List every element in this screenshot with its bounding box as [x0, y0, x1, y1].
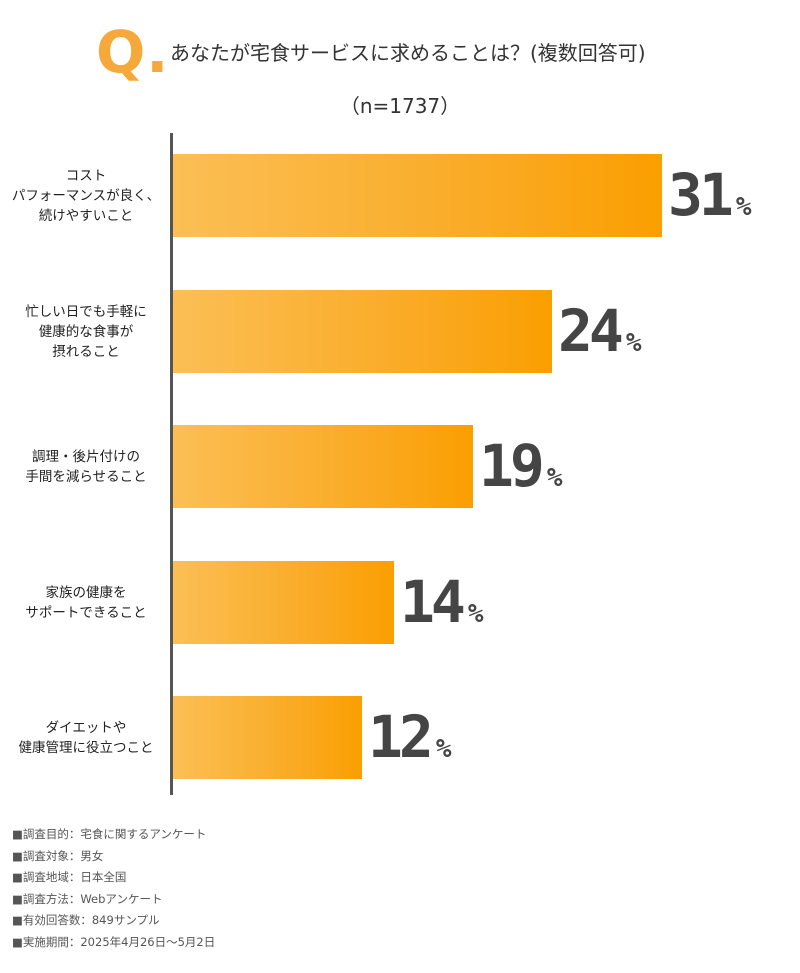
category-label: ダイエットや健康管理に役立つこと — [0, 718, 172, 758]
value-unit: % — [467, 599, 484, 629]
survey-note: ■調査地域：日本全国 — [12, 870, 127, 884]
bar — [173, 154, 662, 237]
category-label-line: 健康管理に役立つこと — [18, 739, 154, 756]
category-label-line: ダイエットや — [45, 719, 127, 736]
value-unit: % — [625, 328, 642, 358]
value-unit: % — [435, 734, 452, 764]
y-axis-line — [170, 133, 173, 795]
survey-note: ■実施期間：2025年4月26日〜5月2日 — [12, 934, 216, 949]
value-label: 12% — [368, 696, 452, 779]
bar — [173, 561, 394, 644]
question-marker: Q. — [96, 18, 170, 86]
value-number: 14 — [400, 568, 466, 636]
bar — [173, 290, 552, 373]
bar — [173, 425, 473, 508]
survey-notes: ■調査目的：宅食に関するアンケート ■調査対象：男女 ■調査地域：日本全国 ■調査方法… — [12, 824, 215, 953]
survey-note: ■調査方法：Webアンケート — [12, 891, 163, 906]
category-label-line: 続けやすいこと — [38, 207, 134, 224]
category-label: 忙しい日でも手軽に 健康的な食事が 摂れること — [0, 302, 172, 362]
category-label-line: 調理・後片付けの — [32, 448, 140, 465]
value-unit: % — [546, 463, 563, 493]
category-label: 調理・後片付けの 手間を減らせること — [0, 447, 172, 487]
value-number: 24 — [558, 297, 624, 365]
survey-note: ■有効回答数：849サンプル — [12, 913, 160, 927]
value-number: 19 — [479, 432, 545, 500]
value-label: 14% — [400, 561, 484, 644]
category-label-line: 忙しい日でも手軽に — [25, 303, 147, 320]
category-label-line: 健康的な食事が — [38, 323, 134, 340]
category-label-line: パフォーマンスが良く、 — [11, 187, 161, 204]
value-number: 31 — [668, 161, 734, 229]
value-number: 12 — [368, 703, 434, 771]
sample-size: （n=1737） — [339, 94, 461, 118]
category-label-line: サポートできること — [25, 604, 147, 621]
survey-note: ■調査目的：宅食に関するアンケート — [12, 827, 207, 841]
value-label: 19% — [479, 425, 563, 508]
category-label: コストパフォーマンスが良く、 続けやすいこと — [0, 166, 172, 226]
survey-note: ■調査対象：男女 — [12, 848, 104, 863]
value-label: 31% — [668, 154, 752, 237]
category-label: 家族の健康をサポートできること — [0, 583, 172, 623]
value-label: 24% — [558, 290, 642, 373]
bar — [173, 696, 362, 779]
chart-title: あなたが宅食サービスに求めることは？(複数回答可) — [170, 41, 646, 65]
category-label-line: 家族の健康を — [45, 584, 127, 601]
category-label-line: 手間を減らせること — [25, 468, 147, 485]
category-label-line: コスト — [65, 167, 107, 184]
category-label-line: 摂れること — [52, 343, 120, 360]
value-unit: % — [735, 192, 752, 222]
